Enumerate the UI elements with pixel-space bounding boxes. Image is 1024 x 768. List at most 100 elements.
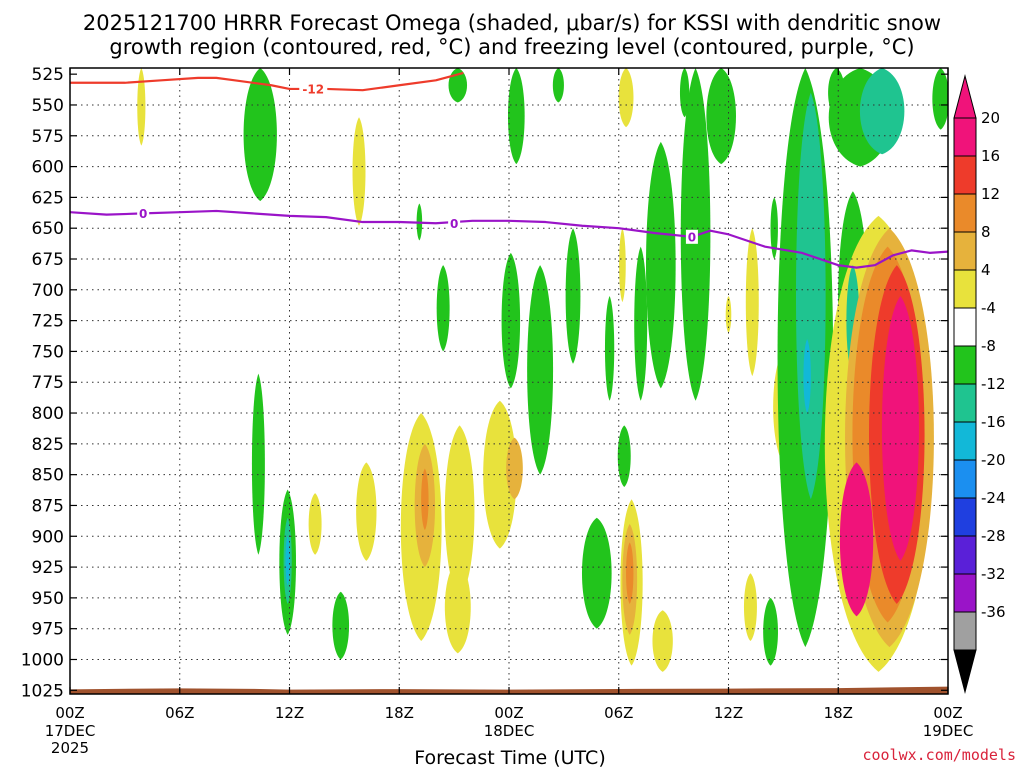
colorbar-label-10: -24 [981, 489, 1006, 507]
colorbar-bottom-triangle [953, 649, 977, 694]
y-tick-label-1025: 1025 [21, 681, 64, 701]
omega-region-19 [565, 228, 581, 364]
x-tick-label-5: 06Z [604, 704, 633, 722]
omega-region-32 [745, 228, 759, 377]
colorbar-label-3: 8 [981, 223, 991, 241]
colorbar-cell-12 [953, 573, 977, 613]
omega-region-7 [332, 591, 350, 660]
colorbar-cell-0 [953, 117, 977, 157]
x-axis-label: Forecast Time (UTC) [414, 747, 605, 768]
y-tick-label-750: 750 [32, 342, 64, 362]
dgz-isotherm-label-0: -12 [302, 82, 324, 96]
colorbar-cell-3 [953, 231, 977, 271]
y-tick-label-950: 950 [32, 589, 64, 609]
colorbar-label-7: -12 [981, 375, 1006, 393]
colorbar-label-8: -16 [981, 413, 1006, 431]
omega-region-14 [436, 265, 450, 352]
y-tick-label-850: 850 [32, 466, 64, 486]
temperature-contours: 0 0 0 -12 [70, 71, 948, 269]
omega-region-48 [795, 92, 826, 500]
colorbar-cell-11 [953, 535, 977, 575]
x-tick-label-8: 00Z [933, 704, 962, 722]
colorbar-label-9: -20 [981, 451, 1006, 469]
omega-region-52 [285, 536, 290, 586]
credit-text[interactable]: coolwx.com/models [862, 746, 1016, 764]
colorbar-label-1: 16 [981, 147, 1000, 165]
freezing-level-label-bg-0 [137, 206, 150, 221]
x-tick-sublabel-8-0: 19DEC [923, 722, 974, 740]
omega-region-2 [352, 117, 366, 226]
chart-title-line-2: growth region (contoured, red, °C) and f… [109, 35, 914, 59]
y-tick-label-825: 825 [32, 435, 64, 455]
omega-region-58 [881, 295, 919, 561]
freezing-level-line [70, 209, 948, 269]
colorbar-label-13: -36 [981, 603, 1006, 621]
omega-region-27 [646, 141, 676, 389]
colorbar-cell-6 [953, 345, 977, 385]
colorbar-label-12: -32 [981, 565, 1006, 583]
y-tick-label-600: 600 [32, 158, 64, 178]
omega-region-8 [356, 462, 377, 561]
omega-region-53 [421, 468, 429, 531]
colorbar-cell-5 [953, 307, 977, 347]
y-tick-label-925: 925 [32, 558, 64, 578]
x-tick-label-7: 18Z [824, 704, 853, 722]
omega-region-20 [581, 517, 612, 629]
omega-region-59 [839, 462, 874, 617]
omega-region-50 [859, 68, 905, 155]
y-tick-label-625: 625 [32, 188, 64, 208]
pressure-axis: 525 550 575 600 625 650 675 700 725 750 775 800 825 8… [21, 65, 948, 701]
colorbar-label-4: 4 [981, 261, 991, 279]
colorbar-cell-9 [953, 459, 977, 499]
freezing-level-label-bg-2 [685, 229, 698, 244]
x-tick-label-3: 18Z [385, 704, 414, 722]
dgz-isotherm-line [70, 71, 464, 92]
y-tick-label-550: 550 [32, 96, 64, 116]
colorbar: 20 16 12 8 4 -4 -8 -12 -16 -20 -24 -28 -32 -36 [953, 74, 1006, 694]
colorbar-cell-10 [953, 497, 977, 537]
dgz-isotherm-label-bg-0 [299, 81, 328, 96]
y-tick-label-775: 775 [32, 373, 64, 393]
x-tick-label-4: 00Z [494, 704, 523, 722]
omega-region-43 [932, 68, 948, 130]
omega-region-4 [251, 373, 265, 555]
omega-region-55 [803, 339, 811, 414]
y-tick-label-975: 975 [32, 620, 64, 640]
colorbar-cell-1 [953, 155, 977, 195]
y-tick-label-900: 900 [32, 527, 64, 547]
freezing-level-label-2: 0 [688, 230, 696, 244]
x-tick-label-0: 00Z [55, 704, 84, 722]
y-tick-label-650: 650 [32, 219, 64, 239]
omega-region-54 [626, 542, 634, 605]
x-tick-label-1: 06Z [165, 704, 194, 722]
colorbar-cell-13 [953, 611, 977, 651]
omega-region-1 [243, 68, 277, 202]
colorbar-label-5: -4 [981, 299, 996, 317]
colorbar-cell-8 [953, 421, 977, 461]
y-tick-label-675: 675 [32, 250, 64, 270]
x-tick-label-2: 12Z [275, 704, 304, 722]
omega-region-25 [634, 246, 648, 401]
colorbar-label-0: 20 [981, 109, 1000, 127]
y-tick-label-1000: 1000 [21, 650, 64, 670]
colorbar-label-6: -8 [981, 337, 996, 355]
y-tick-label-525: 525 [32, 65, 64, 85]
colorbar-label-11: -28 [981, 527, 1006, 545]
x-tick-sublabel-0-0: 17DEC [45, 722, 96, 740]
omega-region-15 [507, 68, 525, 165]
chart-title-line-1: 2025121700 HRRR Forecast Omega (shaded, … [83, 11, 941, 35]
omega-region-24 [617, 425, 631, 487]
omega-region-35 [763, 597, 778, 666]
colorbar-cell-2 [953, 193, 977, 233]
dotted-grid [70, 68, 948, 694]
omega-region-34 [725, 295, 732, 333]
x-tick-sublabel-4-0: 18DEC [484, 722, 535, 740]
omega-region-12 [444, 560, 471, 654]
y-tick-label-575: 575 [32, 127, 64, 147]
freezing-level-label-bg-1 [448, 216, 461, 231]
omega-region-6 [308, 493, 322, 555]
omega-region-16 [552, 68, 564, 103]
y-tick-label-700: 700 [32, 281, 64, 301]
